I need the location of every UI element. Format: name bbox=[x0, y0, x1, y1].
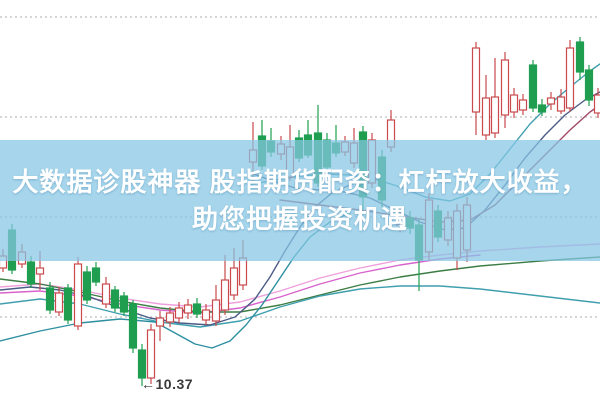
candle-up bbox=[17, 244, 27, 268]
candle-up bbox=[386, 110, 396, 152]
candle-up bbox=[443, 211, 453, 246]
candle-down bbox=[119, 292, 129, 316]
candle-up bbox=[556, 89, 566, 114]
candle-up bbox=[481, 75, 491, 140]
candle-up bbox=[452, 204, 462, 270]
candle-down bbox=[82, 266, 92, 304]
low-price-label: ←10.37 bbox=[141, 376, 194, 392]
candle-down bbox=[303, 120, 313, 158]
candle-up bbox=[349, 128, 359, 168]
candle-up bbox=[490, 58, 500, 138]
candle-up bbox=[229, 248, 239, 300]
candle-down bbox=[584, 65, 594, 106]
candle-down bbox=[405, 211, 415, 234]
candle-up bbox=[285, 125, 295, 181]
candle-down bbox=[528, 60, 538, 112]
candle-up bbox=[471, 42, 481, 135]
candle-down bbox=[377, 150, 387, 207]
candle-up bbox=[340, 136, 350, 156]
candle-up bbox=[54, 287, 64, 316]
candle-down bbox=[257, 120, 267, 170]
candle-up bbox=[174, 302, 184, 323]
candle-up bbox=[500, 52, 510, 128]
candle-down bbox=[63, 284, 73, 324]
candle-down bbox=[433, 205, 443, 242]
candle-up bbox=[201, 304, 211, 325]
candle-up bbox=[0, 249, 8, 272]
candle-down bbox=[294, 130, 304, 162]
candle-down bbox=[331, 125, 341, 157]
candle-down bbox=[322, 133, 332, 171]
candle-up bbox=[424, 193, 434, 260]
candle-up bbox=[248, 122, 258, 183]
candle-up bbox=[220, 255, 230, 315]
candle-up bbox=[546, 92, 556, 110]
ma-green-lower bbox=[0, 256, 600, 313]
candle-down bbox=[358, 126, 368, 210]
candle-up bbox=[238, 240, 248, 290]
candle-up bbox=[518, 94, 528, 115]
candle-up bbox=[155, 311, 165, 341]
candle-down bbox=[26, 256, 36, 288]
candle-down bbox=[537, 99, 547, 116]
candle-up bbox=[146, 324, 156, 384]
candle-down bbox=[7, 224, 17, 274]
candle-down bbox=[91, 262, 101, 286]
candle-down bbox=[414, 219, 424, 291]
ma-teal-lower-2 bbox=[0, 212, 351, 349]
candle-up bbox=[73, 257, 83, 330]
candle-down bbox=[137, 344, 147, 386]
candle-up bbox=[101, 277, 111, 308]
candle-up bbox=[276, 136, 286, 160]
ma-navy-upper bbox=[247, 91, 600, 231]
candle-up bbox=[367, 133, 377, 188]
candle-down bbox=[266, 128, 276, 157]
candle-down bbox=[128, 300, 138, 353]
candle-up bbox=[183, 299, 193, 319]
candle-up bbox=[565, 40, 575, 112]
ma-teal-lower-1 bbox=[0, 285, 600, 328]
candle-down bbox=[192, 298, 202, 318]
candle-up bbox=[593, 88, 600, 118]
candle-up bbox=[509, 88, 519, 118]
candle-up bbox=[165, 307, 175, 327]
candle-up bbox=[211, 285, 221, 326]
candle-down bbox=[45, 282, 55, 314]
candle-down bbox=[110, 286, 120, 312]
candle-down bbox=[575, 37, 585, 80]
